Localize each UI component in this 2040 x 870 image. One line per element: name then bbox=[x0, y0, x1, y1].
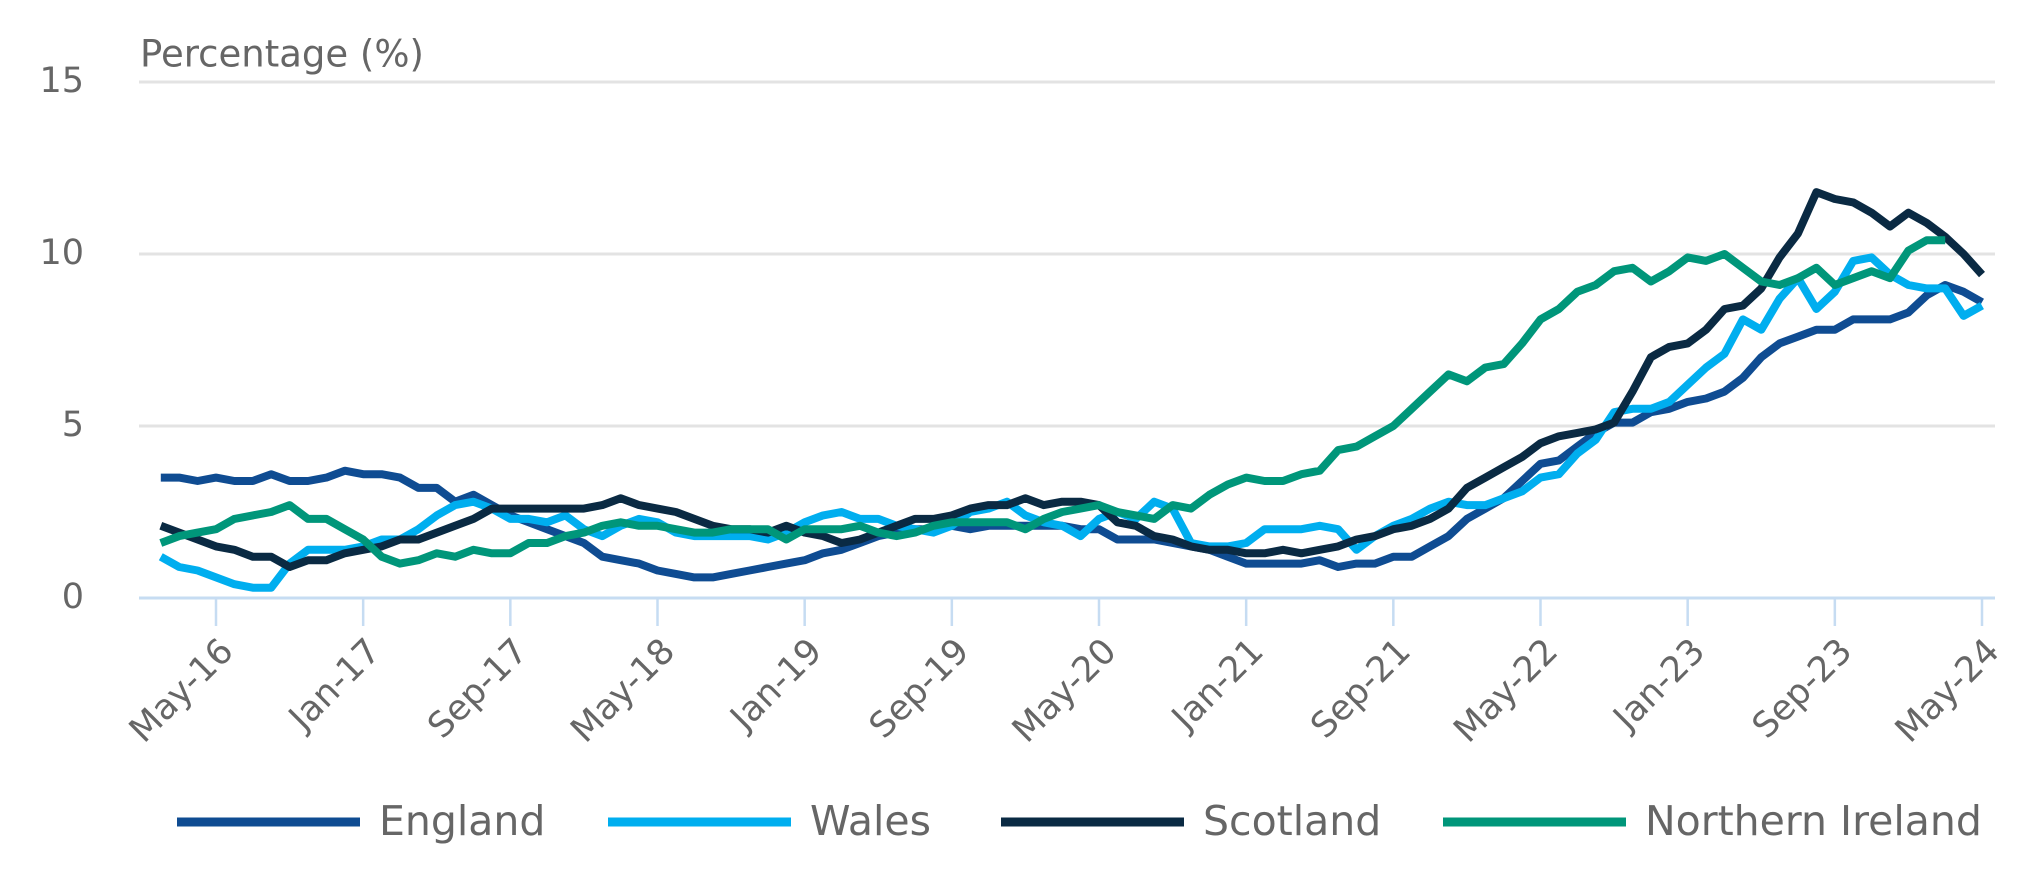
x-tick-label: May-16 bbox=[122, 631, 241, 750]
y-tick-label: 10 bbox=[39, 233, 84, 273]
x-tick-label: Jan-23 bbox=[1605, 631, 1713, 739]
x-tick-label: Sep-17 bbox=[420, 631, 535, 746]
y-tick-label: 5 bbox=[62, 405, 84, 445]
series-line bbox=[158, 253, 1984, 592]
x-tick-label: Sep-23 bbox=[1745, 631, 1860, 746]
x-tick-label: May-22 bbox=[1446, 631, 1565, 750]
x-tick-label: Jan-19 bbox=[722, 631, 830, 739]
series-line bbox=[159, 236, 1946, 568]
x-tick-label: Jan-17 bbox=[280, 631, 388, 739]
x-tick-label: May-18 bbox=[563, 631, 682, 750]
legend-label: Wales bbox=[810, 797, 931, 845]
x-tick-label: Jan-21 bbox=[1163, 631, 1271, 739]
legend-label: Scotland bbox=[1203, 797, 1381, 845]
chart-title: Percentage (%) bbox=[140, 33, 424, 76]
y-tick-label: 0 bbox=[62, 577, 84, 617]
x-tick-label: May-24 bbox=[1888, 631, 2007, 750]
legend-label: England bbox=[379, 797, 545, 845]
x-tick-label: May-20 bbox=[1005, 631, 1124, 750]
y-tick-label: 15 bbox=[39, 61, 84, 101]
x-tick-label: Sep-21 bbox=[1303, 631, 1418, 746]
legend-label: Northern Ireland bbox=[1645, 797, 1982, 845]
x-tick-label: Sep-19 bbox=[862, 631, 977, 746]
series-line bbox=[159, 188, 1985, 571]
